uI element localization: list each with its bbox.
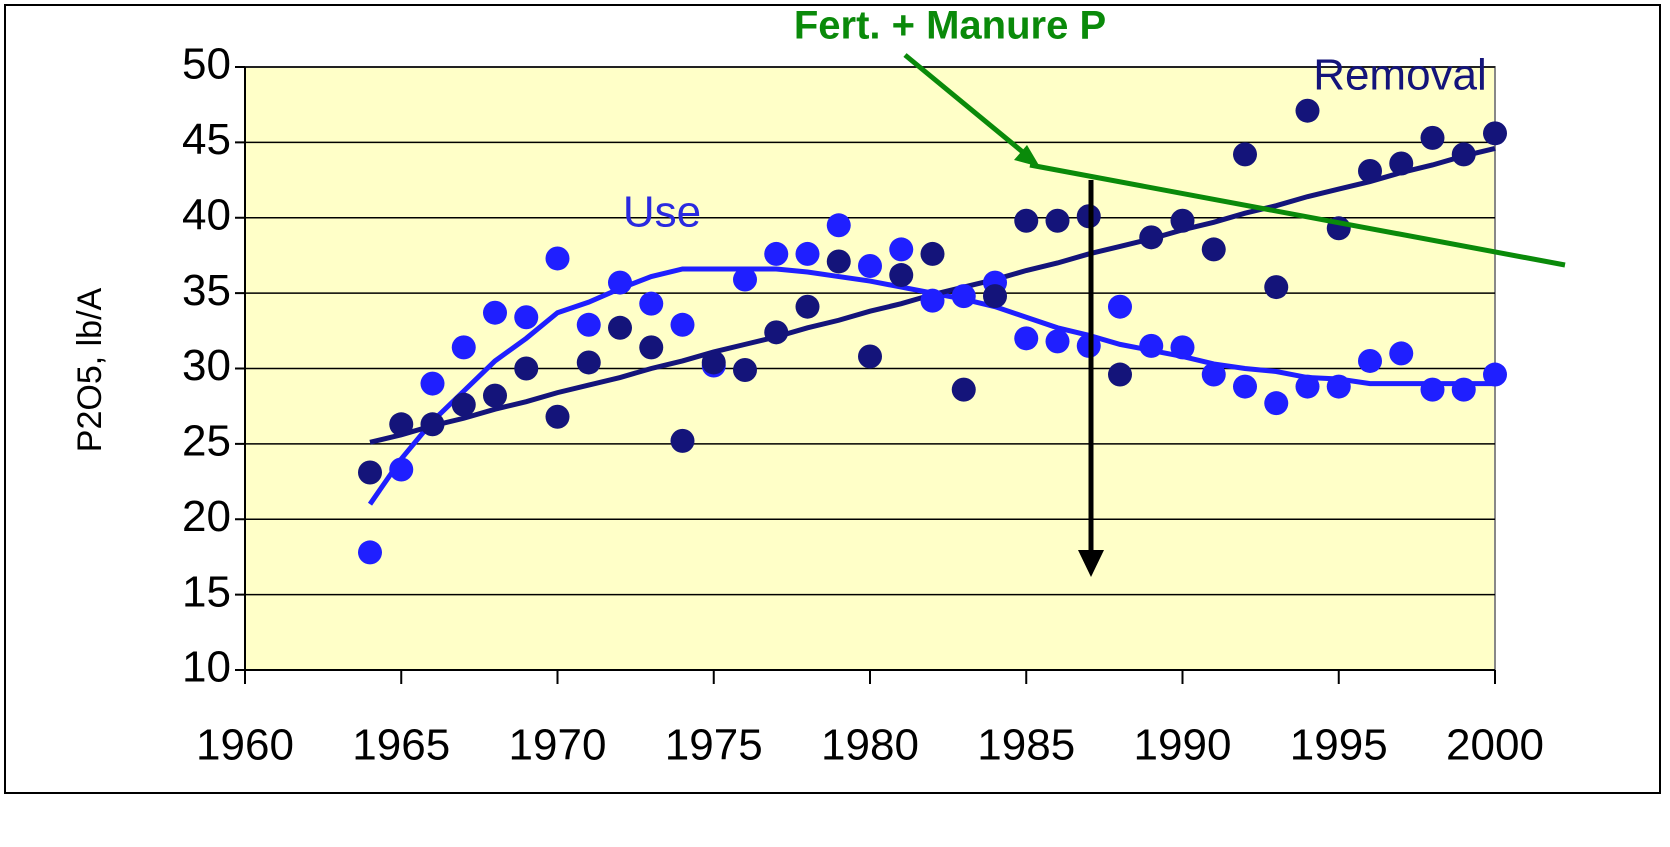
point xyxy=(670,428,695,453)
fert-arrow xyxy=(903,53,1032,160)
y-tick-label: 30 xyxy=(182,341,231,390)
point xyxy=(858,253,882,278)
point xyxy=(1201,237,1226,262)
point xyxy=(576,312,601,337)
point xyxy=(1233,374,1257,399)
y-tick-label: 20 xyxy=(182,492,231,541)
x-tick-label: 1980 xyxy=(821,721,919,770)
point xyxy=(764,320,789,345)
x-tick-label: 1965 xyxy=(352,721,450,770)
x-tick-label: 1975 xyxy=(665,721,763,770)
point xyxy=(889,237,914,262)
fert-line xyxy=(1029,162,1566,268)
plot-area: 10 15 20 25 30 35 40 45 50 1960 1965 1970 1975 1980 19… xyxy=(182,40,1544,770)
point xyxy=(826,249,851,274)
point xyxy=(514,356,539,381)
frame xyxy=(4,4,1661,794)
point xyxy=(1420,377,1445,402)
point xyxy=(701,350,726,375)
point xyxy=(1014,208,1039,233)
point xyxy=(858,344,882,369)
point xyxy=(1045,329,1070,354)
point xyxy=(514,305,539,330)
y-tick-label: 40 xyxy=(182,190,231,239)
y-tick-label: 50 xyxy=(182,40,231,89)
point xyxy=(1358,159,1382,184)
annotation: Fert. + Manure P xyxy=(794,4,1106,48)
point xyxy=(1264,391,1289,416)
point xyxy=(1170,208,1195,233)
point xyxy=(608,270,632,295)
point xyxy=(420,371,445,396)
point xyxy=(545,404,570,429)
point xyxy=(951,284,976,309)
point xyxy=(983,284,1007,309)
point xyxy=(358,540,382,565)
y-axis-label: P2O5, lb/A xyxy=(71,287,109,452)
y-tick-label: 15 xyxy=(182,567,231,616)
point xyxy=(1326,374,1351,399)
point xyxy=(639,335,664,360)
point xyxy=(733,358,757,383)
point xyxy=(1389,151,1414,176)
x-tick-label: 1970 xyxy=(509,721,607,770)
point xyxy=(764,241,789,266)
annotation: Removal xyxy=(1313,51,1487,100)
y-tick-label: 25 xyxy=(182,417,231,466)
point xyxy=(639,291,664,316)
point xyxy=(1139,333,1164,358)
point xyxy=(1451,377,1476,402)
y-tick-label: 10 xyxy=(182,643,231,692)
point xyxy=(1170,335,1195,360)
point xyxy=(920,288,945,313)
y-tick-label: 45 xyxy=(182,115,231,164)
point xyxy=(1233,142,1257,167)
x-tick-label: 2000 xyxy=(1446,721,1544,770)
point xyxy=(1201,362,1226,387)
point xyxy=(389,457,414,482)
point xyxy=(1108,294,1132,319)
point xyxy=(889,263,914,288)
point xyxy=(795,294,820,319)
point xyxy=(1014,326,1039,351)
point xyxy=(358,460,382,485)
y-tick-label: 35 xyxy=(182,266,231,315)
x-tick-label: 1985 xyxy=(977,721,1075,770)
point xyxy=(1483,362,1507,387)
point xyxy=(420,412,445,437)
point xyxy=(1451,142,1476,167)
point xyxy=(545,246,570,271)
point xyxy=(1295,98,1320,123)
point xyxy=(389,412,414,437)
x-tick-label: 1995 xyxy=(1290,721,1388,770)
x-tick-label: 1990 xyxy=(1134,721,1232,770)
point xyxy=(483,383,507,408)
annotation: Use xyxy=(623,188,701,237)
point xyxy=(483,300,507,325)
point xyxy=(795,241,820,266)
point xyxy=(1264,275,1289,300)
point xyxy=(1483,121,1507,146)
point xyxy=(451,392,476,417)
point xyxy=(670,312,695,337)
point xyxy=(920,241,945,266)
point xyxy=(1139,225,1164,250)
point xyxy=(826,213,851,238)
point xyxy=(576,350,601,375)
fert-arrowhead xyxy=(1014,145,1040,167)
point xyxy=(1045,208,1070,233)
point xyxy=(1295,374,1320,399)
point xyxy=(1389,341,1414,366)
point xyxy=(1108,362,1132,387)
point xyxy=(608,315,632,340)
drop-arrowhead xyxy=(1078,550,1104,577)
point xyxy=(733,267,757,292)
x-tick-label: 1960 xyxy=(196,721,294,770)
point xyxy=(451,335,476,360)
point xyxy=(1420,125,1445,150)
point xyxy=(951,377,976,402)
point xyxy=(1358,348,1382,373)
